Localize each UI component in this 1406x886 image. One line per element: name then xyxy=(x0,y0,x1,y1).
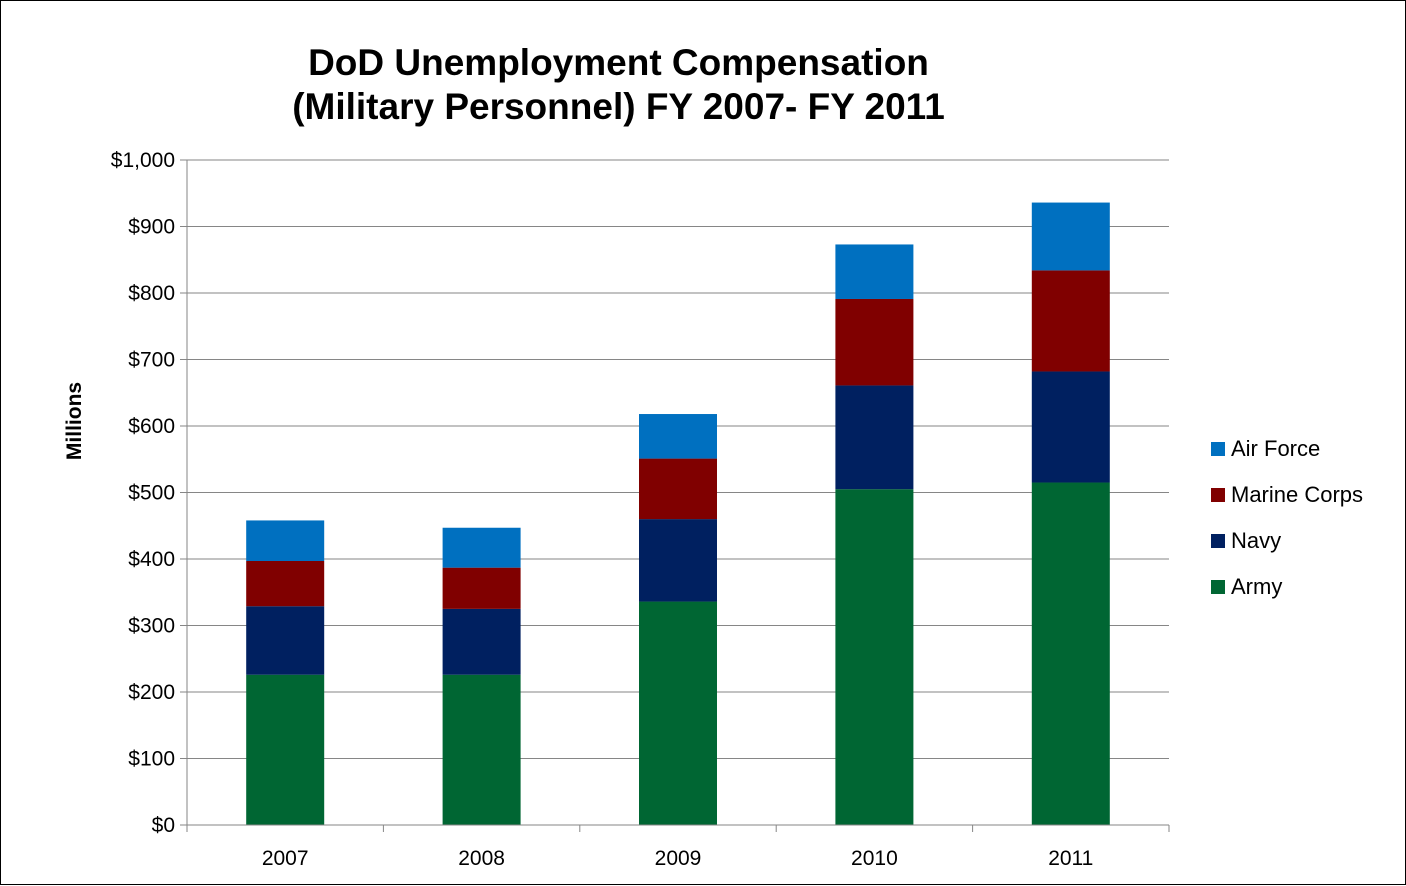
bar-air-force-2010 xyxy=(835,244,914,299)
legend-swatch-navy xyxy=(1211,534,1225,548)
x-tick-label: 2011 xyxy=(1048,847,1093,870)
bar-air-force-2008 xyxy=(442,527,521,568)
bar-air-force-2011 xyxy=(1031,202,1110,271)
bar-navy-2011 xyxy=(1031,371,1110,483)
x-tick-label: 2009 xyxy=(655,847,702,870)
legend-label-navy: Navy xyxy=(1231,528,1282,553)
bar-army-2011 xyxy=(1031,482,1110,825)
y-tick-label: $1,000 xyxy=(111,149,175,172)
legend-swatch-air-force xyxy=(1211,442,1225,456)
bar-marine-corps-2011 xyxy=(1031,270,1110,372)
x-tick-label: 2007 xyxy=(262,847,309,870)
x-tick-label: 2010 xyxy=(851,847,898,870)
bar-navy-2010 xyxy=(835,385,914,490)
chart-title-line-1: DoD Unemployment Compensation xyxy=(308,42,929,83)
chart-title-line-2: (Military Personnel) FY 2007- FY 2011 xyxy=(292,86,945,127)
bar-marine-corps-2007 xyxy=(246,560,325,607)
legend-swatch-marine-corps xyxy=(1211,488,1225,502)
legend-swatch-army xyxy=(1211,580,1225,594)
y-tick-label: $500 xyxy=(128,482,175,505)
y-tick-label: $300 xyxy=(128,615,175,638)
bar-army-2007 xyxy=(246,674,325,825)
bar-marine-corps-2009 xyxy=(639,458,717,520)
bar-navy-2007 xyxy=(246,606,325,675)
bar-marine-corps-2010 xyxy=(835,298,914,386)
bar-air-force-2007 xyxy=(246,520,325,561)
y-tick-label: $800 xyxy=(128,282,175,305)
bar-marine-corps-2008 xyxy=(442,567,521,609)
legend-label-air-force: Air Force xyxy=(1231,436,1321,461)
chart-title: DoD Unemployment Compensation (Military … xyxy=(151,41,1086,129)
legend: Air Force Marine Corps Navy Army xyxy=(1211,426,1363,610)
y-tick-label: $0 xyxy=(152,814,175,837)
bar-navy-2009 xyxy=(639,519,717,602)
bar-army-2008 xyxy=(442,674,521,825)
y-axis-label: Millions xyxy=(63,382,86,460)
legend-item-air-force: Air Force xyxy=(1211,426,1363,472)
y-tick-label: $600 xyxy=(128,415,175,438)
y-tick-label: $100 xyxy=(128,748,175,771)
bar-army-2009 xyxy=(639,601,717,825)
x-tick-label: 2008 xyxy=(458,847,505,870)
legend-label-marine-corps: Marine Corps xyxy=(1231,482,1364,507)
bar-air-force-2009 xyxy=(639,414,717,459)
bars xyxy=(246,202,1110,825)
legend-item-army: Army xyxy=(1211,564,1363,610)
legend-label-army: Army xyxy=(1231,574,1283,599)
bar-navy-2008 xyxy=(442,608,521,675)
y-tick-label: $900 xyxy=(128,216,175,239)
y-tick-label: $400 xyxy=(128,548,175,571)
axes: $0 $100 $200 $300 $400 $500 $600 $700 $800 $900 $1… xyxy=(111,149,1170,870)
bar-army-2010 xyxy=(835,489,914,825)
y-tick-label: $700 xyxy=(128,349,175,372)
legend-item-marine-corps: Marine Corps xyxy=(1211,472,1363,518)
y-tick-label: $200 xyxy=(128,681,175,704)
legend-item-navy: Navy xyxy=(1211,518,1363,564)
